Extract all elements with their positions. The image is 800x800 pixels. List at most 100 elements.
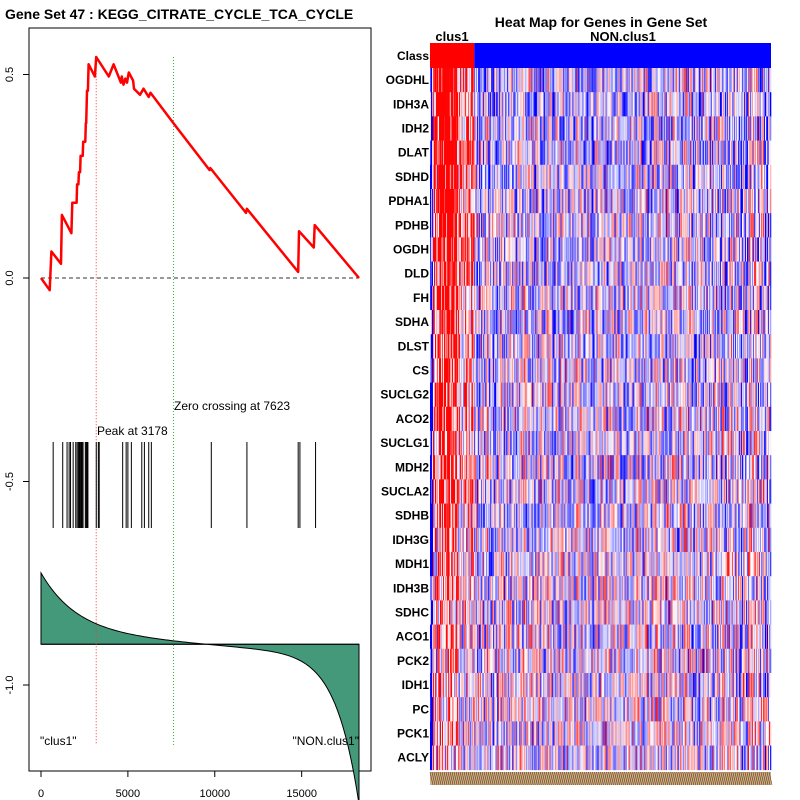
heat-cell [488,382,490,408]
heat-cell [461,261,463,287]
heat-cell [445,116,447,141]
heat-cell [430,310,432,335]
heat-cell [487,382,489,408]
heat-cell [512,310,514,335]
heat-cell [467,382,469,408]
heat-cell [683,164,686,190]
heat-cell [509,406,511,432]
heat-cell [560,116,562,141]
heat-cell [581,92,583,117]
heat-cell [675,358,678,383]
heat-cell [706,92,709,117]
heat-cell [619,382,621,408]
heat-cell [544,285,546,311]
heat-cell [503,116,505,141]
heat-cell [488,285,490,311]
heat-cell [527,358,529,383]
heat-cell [529,310,531,335]
heat-cell [700,213,703,238]
heat-cell [529,213,531,238]
heat-cell [432,334,434,359]
heat-cell [637,92,639,117]
heat-cell [639,382,641,408]
heat-cell [743,310,746,335]
heat-cell [494,382,496,408]
heat-cell [667,261,669,287]
heat-cell [552,213,554,238]
heat-cell [708,140,711,166]
heat-cell [728,213,731,238]
heat-cell [568,237,570,262]
heat-cell [610,237,612,262]
heat-cell [485,189,487,214]
heat-cell [564,382,566,408]
heat-cell [445,310,447,335]
heat-cell [608,334,610,359]
heat-cell [614,261,616,287]
heat-cell [473,261,475,287]
heat-cell [760,310,763,335]
heat-cell [440,334,442,359]
heat-cell [491,68,493,93]
heat-cell [577,261,579,287]
heat-cell [735,237,738,262]
heat-cell [763,310,766,335]
heat-cell [535,92,537,117]
heat-cell [514,237,516,262]
heat-cell [457,92,459,117]
heat-cell [552,116,554,141]
heat-cell [699,358,702,383]
heat-cell [582,68,584,93]
heat-cell [710,213,713,238]
heat-cell [615,164,617,190]
heat-cell [636,213,638,238]
heat-cell [539,334,541,359]
heat-cell [468,382,470,408]
heat-cell [575,189,577,214]
heat-cell [650,189,652,214]
heat-cell [657,116,659,141]
heat-cell [487,310,489,335]
heat-cell [623,213,625,238]
heat-cell [559,237,561,262]
heat-cell [763,116,766,141]
heat-cell [634,189,636,214]
heat-cell [531,382,533,408]
heat-cell [544,261,546,287]
heat-cell [436,382,438,408]
heat-cell [602,116,604,141]
heat-cell [630,68,632,93]
heat-cell [459,310,461,335]
heat-cell [734,237,737,262]
heat-cell [731,116,734,141]
heat-cell [512,334,514,359]
heat-cell [613,382,615,408]
heat-cell [647,237,649,262]
heat-cell [562,68,564,93]
heat-cell [657,382,659,408]
heat-cell [452,261,454,287]
heat-cell [432,140,434,166]
heat-cell [539,68,541,93]
heat-cell [544,164,546,190]
heat-cell [583,261,585,287]
heat-cell [504,92,506,117]
heat-cell [632,334,634,359]
heat-cell [570,213,572,238]
heat-cell [458,116,460,141]
heat-cell [480,285,482,311]
heat-cell [487,334,489,359]
heat-cell [740,116,743,141]
heat-cell [541,334,543,359]
heat-cell [617,334,619,359]
heat-cell [609,237,611,262]
heat-cell [581,68,583,93]
heat-cell [554,334,556,359]
heat-cell [524,237,526,262]
heat-cell [571,92,573,117]
heat-cell [492,285,494,311]
heat-cell [541,382,543,408]
heat-cell [751,213,754,238]
heat-cell [443,213,445,238]
heat-cell [485,406,487,432]
